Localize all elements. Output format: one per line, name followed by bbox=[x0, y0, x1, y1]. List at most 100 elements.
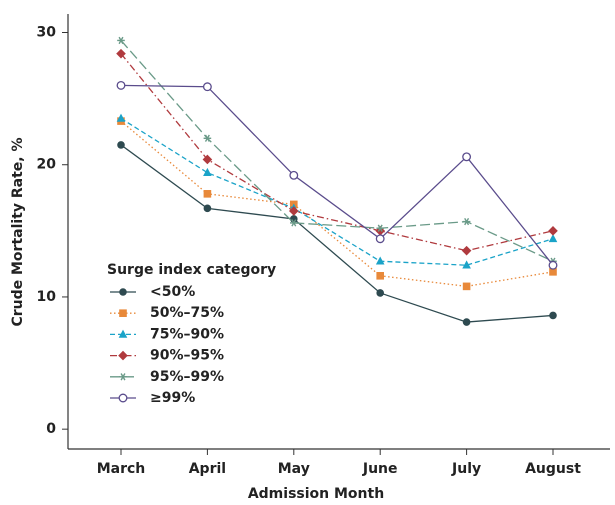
marker-shape bbox=[548, 260, 558, 270]
marker bbox=[289, 170, 299, 180]
marker bbox=[203, 134, 212, 142]
marker bbox=[116, 113, 126, 122]
marker-shape bbox=[118, 393, 128, 403]
series-line bbox=[120, 53, 554, 252]
legend-label: 50%–75% bbox=[150, 305, 224, 321]
marker-shape bbox=[118, 36, 124, 45]
x-axis-title: Admission Month bbox=[248, 486, 384, 502]
marker-shape bbox=[120, 373, 126, 381]
marker-shape bbox=[202, 154, 213, 165]
marker-shape bbox=[375, 256, 385, 265]
marker bbox=[462, 260, 471, 269]
marker bbox=[548, 260, 558, 270]
marker bbox=[117, 141, 125, 149]
marker-shape bbox=[549, 311, 557, 320]
series-line bbox=[120, 120, 554, 288]
series-line bbox=[120, 144, 554, 323]
marker-shape bbox=[289, 170, 299, 180]
marker-shape bbox=[462, 260, 471, 269]
y-tick-label: 10 bbox=[37, 289, 57, 305]
marker-shape bbox=[202, 82, 212, 92]
marker bbox=[549, 311, 557, 320]
marker bbox=[375, 226, 385, 236]
marker bbox=[376, 289, 385, 297]
marker-shape bbox=[548, 226, 558, 236]
x-tick-label: July bbox=[451, 461, 481, 477]
marker bbox=[203, 204, 212, 213]
marker bbox=[119, 373, 127, 381]
marker bbox=[202, 82, 212, 92]
marker-shape bbox=[462, 318, 471, 326]
marker-shape bbox=[375, 234, 385, 244]
marker-shape bbox=[291, 219, 297, 227]
marker-shape bbox=[462, 282, 471, 291]
x-tick-label: April bbox=[189, 461, 226, 477]
y-tick-label: 30 bbox=[37, 25, 57, 41]
marker bbox=[548, 226, 558, 236]
marker bbox=[290, 219, 298, 227]
marker-shape bbox=[461, 245, 472, 256]
marker bbox=[116, 80, 126, 90]
marker bbox=[203, 167, 212, 176]
marker bbox=[462, 318, 471, 326]
marker bbox=[118, 393, 128, 403]
marker bbox=[203, 190, 212, 198]
x-tick-label: June bbox=[362, 461, 398, 477]
legend-label: <50% bbox=[150, 284, 195, 300]
marker-shape bbox=[462, 152, 472, 162]
marker-shape bbox=[549, 268, 557, 276]
y-tick-label: 0 bbox=[46, 421, 56, 437]
marker-shape bbox=[203, 204, 212, 213]
legend-label: ≥99% bbox=[150, 390, 195, 406]
marker-shape bbox=[118, 329, 128, 338]
marker-shape bbox=[117, 141, 125, 149]
marker-shape bbox=[204, 134, 210, 142]
marker bbox=[375, 256, 385, 265]
legend-label: 95%–99% bbox=[150, 369, 224, 385]
marker bbox=[549, 268, 557, 276]
legend-label: 75%–90% bbox=[150, 326, 224, 342]
x-tick-label: May bbox=[278, 461, 310, 477]
marker bbox=[462, 152, 472, 162]
marker bbox=[289, 206, 299, 216]
legend-label: 90%–95% bbox=[150, 348, 224, 364]
marker-shape bbox=[377, 224, 383, 232]
marker bbox=[118, 329, 128, 338]
marker bbox=[376, 224, 384, 232]
marker-shape bbox=[548, 233, 558, 243]
marker-shape bbox=[376, 271, 384, 280]
marker bbox=[119, 288, 127, 296]
series-line bbox=[120, 40, 554, 262]
marker bbox=[462, 217, 471, 226]
marker bbox=[548, 233, 558, 243]
marker bbox=[462, 282, 471, 291]
marker-shape bbox=[464, 217, 470, 226]
marker bbox=[461, 245, 472, 256]
marker-shape bbox=[203, 190, 212, 198]
legend-title: Surge index category bbox=[107, 262, 276, 278]
marker bbox=[375, 234, 385, 244]
marker-shape bbox=[119, 288, 127, 296]
marker-shape bbox=[119, 309, 127, 317]
marker-shape bbox=[116, 113, 126, 122]
marker bbox=[116, 48, 126, 59]
marker-shape bbox=[376, 289, 385, 297]
x-tick-label: August bbox=[525, 461, 581, 477]
marker bbox=[118, 350, 128, 361]
marker-shape bbox=[289, 206, 299, 216]
series-line bbox=[120, 84, 554, 266]
marker-shape bbox=[118, 350, 128, 361]
marker bbox=[117, 36, 125, 45]
marker-shape bbox=[375, 226, 385, 236]
x-tick-label: March bbox=[97, 461, 146, 477]
marker-shape bbox=[116, 80, 126, 90]
series-line bbox=[120, 117, 554, 266]
marker bbox=[376, 271, 384, 280]
marker-shape bbox=[116, 48, 126, 59]
marker-shape bbox=[203, 167, 212, 176]
marker bbox=[202, 154, 213, 165]
marker bbox=[119, 309, 127, 317]
y-tick-label: 20 bbox=[37, 157, 57, 173]
y-axis-title: Crude Mortality Rate, % bbox=[10, 137, 26, 326]
